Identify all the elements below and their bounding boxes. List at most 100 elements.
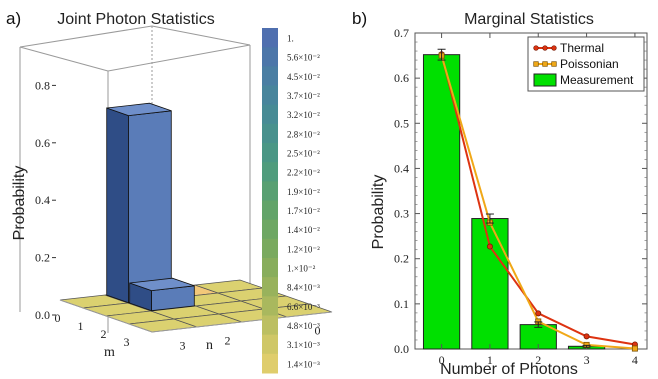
legend-label: Measurement <box>560 73 634 87</box>
colorbar-swatch <box>262 334 278 355</box>
thermal-point <box>486 243 493 250</box>
box-edge <box>151 25 251 46</box>
z-tick-label: 0.2 <box>35 251 50 265</box>
panel-a-z-axis: 0.0 0.2 0.4 0.6 0.8 <box>35 78 56 322</box>
bar-face-top <box>106 102 172 117</box>
colorbar-swatch <box>262 85 278 106</box>
box-edge <box>19 25 153 48</box>
z-tick-label: 0.4 <box>35 193 50 207</box>
poissonian-point <box>631 345 638 352</box>
y-tick-label: 0.6 <box>394 71 409 85</box>
series-line-thermal <box>440 53 636 346</box>
panel-b-label: b) <box>352 9 367 28</box>
colorbar-tick-label: 2.2×10⁻² <box>287 168 320 178</box>
colorbar-tick-label: 5.6×10⁻² <box>287 53 320 63</box>
colorbar-tick-label: 1.2×10⁻² <box>287 244 320 254</box>
legend-swatch-bar <box>533 73 557 87</box>
colorbar-swatch <box>262 315 278 336</box>
colorbar-swatch <box>262 123 278 144</box>
measurement-bar <box>471 218 509 350</box>
colorbar-tick-label: 3.7×10⁻² <box>287 91 320 101</box>
bar-face-top <box>129 277 195 292</box>
n-tick-label: 0 <box>315 324 321 338</box>
panel-a-colorbar: 1. 5.6×10⁻² 4.5×10⁻² 3.7×10⁻² 3.2×10⁻² 2.8×10… <box>262 28 320 374</box>
colorbar-swatch <box>262 258 278 278</box>
colorbar-tick-label: 1. <box>287 33 294 43</box>
bar-m0-n0 <box>106 102 172 304</box>
colorbar-tick-label: 1.4×10⁻² <box>287 225 320 235</box>
x-tick-label: 1 <box>487 353 493 367</box>
panel-a-bars <box>106 102 195 312</box>
y-tick-label: 0.5 <box>394 116 409 130</box>
y-tick-label: 0.3 <box>394 207 409 221</box>
colorbar-tick-label: 3.1×10⁻³ <box>287 340 320 350</box>
panel-b-plot: 0.0 0.1 0.2 0.3 0.4 0.5 0.6 0.7 0 1 2 3 4 <box>394 26 648 367</box>
colorbar-swatch <box>262 277 278 297</box>
legend-marker <box>542 61 548 67</box>
legend-marker <box>533 61 539 67</box>
box-edge <box>107 44 251 72</box>
panel-a-joint-photon-statistics: a) Joint Photon Statistics 0.00.20.40.60… <box>6 9 333 374</box>
legend-marker <box>542 45 548 51</box>
m-tick-label: 0 <box>55 311 61 325</box>
colorbar-swatch <box>262 181 278 201</box>
thermal-point <box>535 310 542 317</box>
colorbar-swatch <box>262 162 278 182</box>
y-tick-label: 0.4 <box>394 161 409 175</box>
colorbar-tick-label: 6.6×10⁻³ <box>287 302 320 312</box>
colorbar-tick-label: 1.×10⁻² <box>287 263 316 273</box>
panel-b-marginal-statistics: b) Marginal Statistics Probability Numbe… <box>352 9 648 378</box>
panel-a-m-axis: 0 1 2 3 <box>55 311 130 349</box>
colorbar-tick-label: 4.5×10⁻² <box>287 72 320 82</box>
colorbar-swatch <box>262 66 278 86</box>
colorbar-swatch <box>262 28 278 48</box>
colorbar-swatch <box>262 200 278 221</box>
colorbar-tick-label: 3.2×10⁻² <box>287 110 320 120</box>
z-tick-label: 0.6 <box>35 136 50 150</box>
y-tick-label: 0.7 <box>394 26 409 40</box>
x-tick-label: 0 <box>439 353 445 367</box>
y-tick-label: 0.1 <box>394 297 409 311</box>
box-edge <box>19 46 109 72</box>
bar-face-side <box>106 107 129 304</box>
m-tick-label: 3 <box>124 335 130 349</box>
panel-a-m-label: m <box>104 345 115 360</box>
panel-b-title: Marginal Statistics <box>464 11 594 28</box>
legend-marker <box>533 45 539 51</box>
colorbar-swatch <box>262 296 278 316</box>
thermal-point <box>583 333 590 340</box>
panel-a-label: a) <box>6 9 21 28</box>
colorbar-tick-label: 8.4×10⁻³ <box>287 283 320 293</box>
colorbar-tick-label: 1.9×10⁻² <box>287 187 320 197</box>
x-tick-label: 4 <box>632 353 638 367</box>
z-tick-label: 0.8 <box>35 78 50 92</box>
colorbar-swatch <box>262 104 278 125</box>
legend-label: Poissonian <box>560 57 619 71</box>
colorbar-tick-label: 1.4×10⁻³ <box>287 359 320 369</box>
colorbar-swatch <box>262 219 278 240</box>
panel-a-n-label: n <box>206 338 213 353</box>
y-tick-label: 0.0 <box>394 342 409 356</box>
series-line-poissonian <box>440 55 635 350</box>
panel-a-title: Joint Photon Statistics <box>57 11 214 28</box>
panel-b-y-label: Probability <box>370 175 387 250</box>
m-tick-label: 2 <box>101 327 107 341</box>
colorbar-tick-label: 4.8×10⁻³ <box>287 321 320 331</box>
x-tick-label: 3 <box>584 353 590 367</box>
legend-marker <box>551 61 557 67</box>
colorbar-swatch <box>262 143 278 163</box>
legend-marker <box>551 45 557 51</box>
colorbar-swatch <box>262 353 278 374</box>
colorbar-swatch <box>262 238 278 259</box>
panel-b-x-label: Number of Photons <box>440 361 578 378</box>
colorbar-swatch <box>262 47 278 67</box>
n-tick-label: 3 <box>180 339 186 353</box>
y-tick-label: 0.2 <box>394 252 409 266</box>
m-tick-label: 1 <box>78 319 84 333</box>
panel-b-legend: Thermal Poissonian Measurement <box>527 36 645 92</box>
colorbar-tick-label: 2.5×10⁻² <box>287 148 320 158</box>
x-tick-label: 2 <box>535 353 541 367</box>
colorbar-tick-label: 1.7×10⁻² <box>287 206 320 216</box>
z-tick-label: 0.0 <box>35 308 50 322</box>
